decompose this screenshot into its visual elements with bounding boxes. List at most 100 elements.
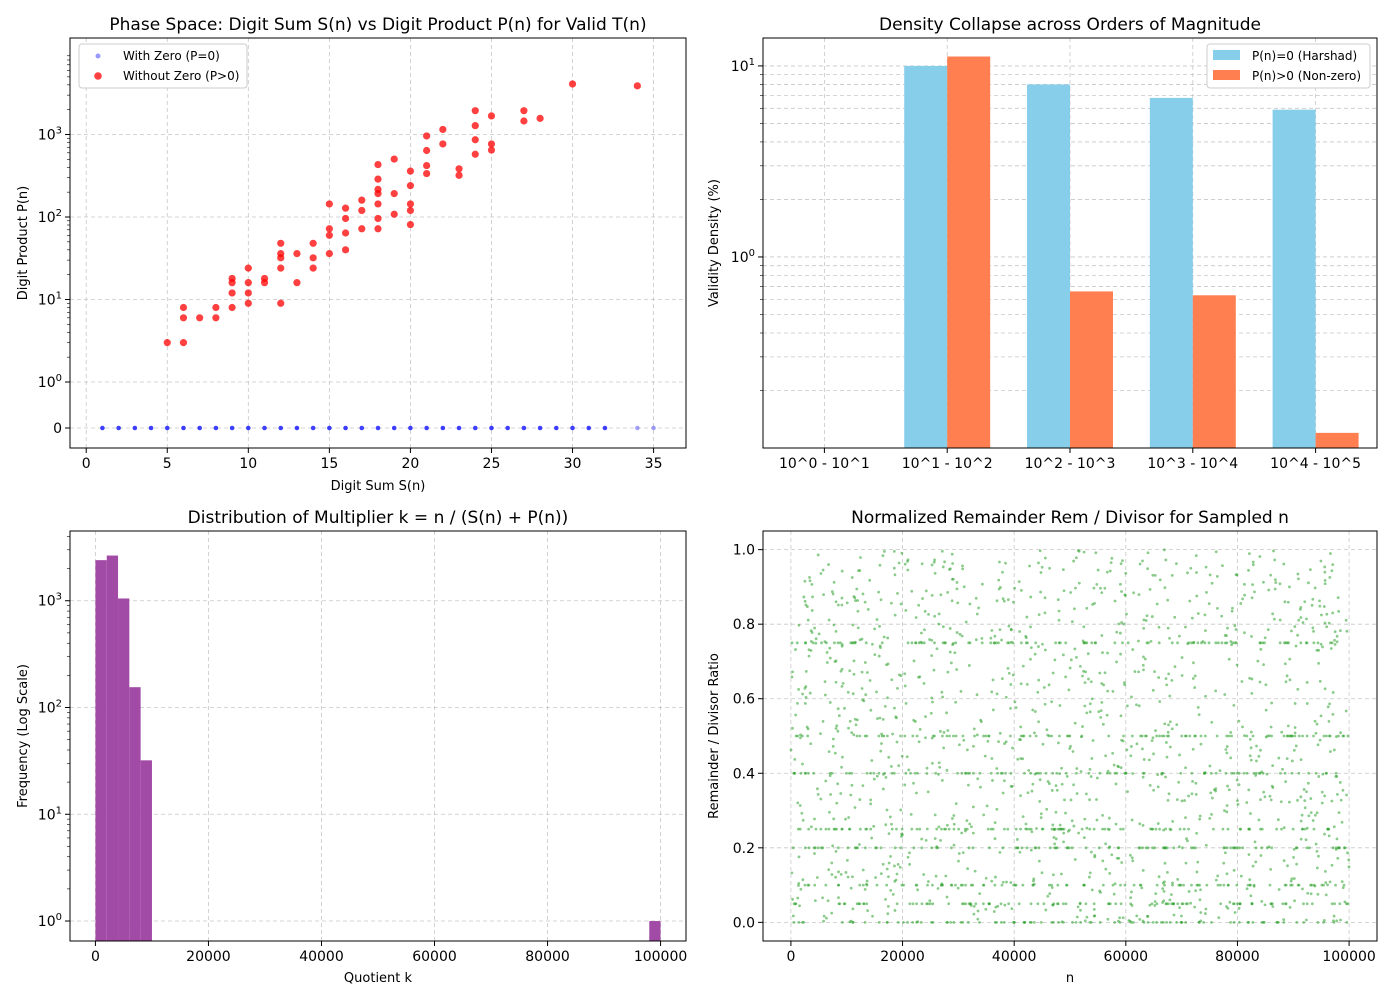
remainder-point	[1271, 786, 1275, 789]
x-tick-label: 40000	[299, 949, 344, 965]
remainder-point	[1109, 561, 1113, 565]
remainder-point	[1162, 548, 1166, 552]
remainder-point	[791, 726, 794, 730]
remainder-point	[1290, 877, 1294, 881]
remainder-point	[1297, 734, 1301, 738]
remainder-point	[1188, 734, 1192, 738]
remainder-point	[1204, 629, 1207, 633]
remainder-point	[929, 711, 933, 715]
remainder-point	[1165, 755, 1169, 759]
point-without-zero	[423, 132, 431, 140]
remainder-point	[952, 822, 956, 826]
remainder-point	[1325, 771, 1328, 775]
remainder-point	[863, 661, 867, 664]
remainder-point	[799, 736, 802, 740]
remainder-point	[1315, 849, 1319, 853]
legend-marker-without-zero	[94, 72, 102, 80]
x-tick-label: 60000	[412, 949, 457, 965]
remainder-point	[960, 831, 964, 835]
remainder-point	[1119, 883, 1122, 887]
remainder-point	[1312, 827, 1316, 831]
point-without-zero	[325, 200, 333, 208]
remainder-point	[1249, 746, 1253, 750]
remainder-point	[1066, 846, 1070, 850]
remainder-point	[1087, 875, 1091, 879]
remainder-point	[1088, 798, 1091, 802]
remainder-point	[962, 738, 966, 742]
remainder-point	[1115, 856, 1119, 860]
remainder-point	[823, 693, 827, 697]
remainder-point	[1056, 902, 1060, 906]
remainder-point	[827, 618, 831, 622]
remainder-point	[1194, 846, 1197, 850]
remainder-point	[1062, 840, 1065, 844]
remainder-point	[946, 729, 950, 732]
remainder-point	[1121, 827, 1125, 831]
remainder-point	[1279, 800, 1283, 804]
remainder-point	[825, 661, 829, 664]
remainder-point	[1209, 771, 1213, 775]
remainder-point	[1229, 756, 1233, 760]
remainder-point	[877, 771, 881, 775]
remainder-point	[1187, 794, 1190, 798]
remainder-point	[1271, 905, 1275, 908]
remainder-point	[899, 602, 903, 606]
remainder-point	[1025, 615, 1029, 619]
y-axis-label: Remainder / Divisor Ratio	[707, 653, 722, 819]
remainder-point	[947, 827, 951, 831]
remainder-point	[1310, 902, 1314, 906]
remainder-point	[883, 704, 887, 708]
remainder-point	[912, 718, 916, 722]
remainder-point	[1114, 782, 1118, 786]
remainder-point	[797, 855, 801, 859]
remainder-point	[1335, 640, 1339, 644]
remainder-point	[1215, 734, 1219, 738]
remainder-point	[1071, 750, 1075, 753]
x-tick-label: 0	[82, 456, 91, 472]
y-tick-label: 0.8	[733, 617, 755, 633]
remainder-point	[1305, 702, 1309, 705]
remainder-point	[1056, 598, 1060, 602]
remainder-point	[1108, 871, 1112, 875]
remainder-point	[1216, 883, 1220, 887]
remainder-point	[1131, 772, 1135, 775]
remainder-point	[1100, 591, 1104, 594]
histogram-bar	[649, 921, 661, 941]
remainder-point	[1285, 674, 1289, 678]
remainder-point	[1317, 775, 1321, 778]
remainder-point	[931, 902, 935, 906]
remainder-point	[875, 690, 878, 694]
remainder-point	[991, 827, 995, 831]
remainder-point	[835, 724, 839, 728]
remainder-point	[920, 562, 924, 566]
remainder-point	[1164, 741, 1168, 744]
remainder-point	[1124, 571, 1128, 575]
remainder-point	[1006, 827, 1010, 831]
remainder-point	[906, 855, 910, 859]
remainder-point	[1346, 734, 1350, 738]
remainder-point	[801, 818, 805, 822]
remainder-point	[955, 587, 959, 591]
remainder-point	[1054, 846, 1058, 850]
remainder-point	[1194, 781, 1198, 785]
remainder-point	[933, 558, 936, 562]
remainder-point	[1166, 798, 1170, 802]
point-with-zero	[408, 425, 413, 431]
remainder-point	[1032, 879, 1035, 883]
remainder-point	[1180, 734, 1184, 738]
remainder-point	[954, 802, 958, 806]
remainder-point	[1177, 845, 1181, 849]
remainder-point	[943, 827, 946, 831]
remainder-point	[933, 641, 936, 645]
remainder-point	[847, 726, 850, 730]
remainder-point	[1007, 671, 1011, 675]
remainder-point	[1307, 771, 1311, 775]
remainder-point	[1285, 757, 1289, 761]
remainder-point	[1323, 582, 1327, 586]
remainder-point	[1323, 832, 1326, 836]
remainder-point	[1060, 782, 1064, 786]
remainder-point	[899, 808, 903, 812]
remainder-point	[908, 851, 911, 855]
point-with-zero	[651, 425, 656, 431]
remainder-point	[797, 881, 801, 885]
